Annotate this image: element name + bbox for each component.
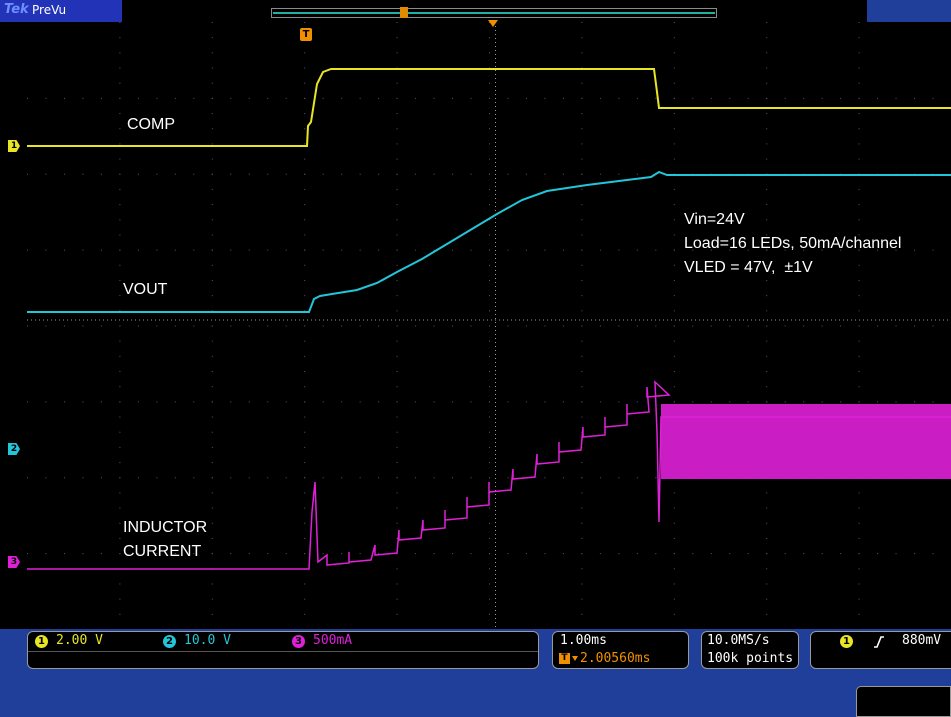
vertical-scale-panel[interactable]: 1 2.00 V 2 10.0 V 3 500mA: [27, 631, 539, 669]
top-right-area: [867, 0, 951, 22]
ch3-scale[interactable]: 500mA: [313, 633, 353, 648]
acquisition-panel[interactable]: 10.0MS/s 100k points: [701, 631, 799, 669]
record-view-strip: [122, 0, 867, 22]
channel-marker-rail: 1 2 3: [0, 22, 27, 629]
horizontal-timebase-panel[interactable]: 1.00ms T 2.00560ms: [552, 631, 689, 669]
horizontal-delay[interactable]: 2.00560ms: [580, 651, 651, 666]
timebase-scale[interactable]: 1.00ms: [560, 633, 607, 648]
ch3-ground-marker-icon[interactable]: 3: [8, 556, 20, 568]
bottom-readout-bar: 1 2.00 V 2 10.0 V 3 500mA 1.00ms T 2.005…: [0, 629, 951, 717]
ch1-scale[interactable]: 2.00 V: [56, 633, 103, 648]
record-position-bar[interactable]: [271, 7, 717, 18]
inductor-current-label: INDUCTOR CURRENT: [123, 519, 208, 560]
delay-arrow-icon: [572, 656, 578, 661]
record-track: [273, 12, 715, 14]
expansion-point-icon[interactable]: [488, 20, 498, 27]
ch3-badge[interactable]: 3: [292, 635, 305, 648]
comp-label: COMP: [127, 116, 175, 133]
ch2-badge[interactable]: 2: [163, 635, 176, 648]
ch2-ground-marker-icon[interactable]: 2: [8, 443, 20, 455]
annotation-vled: VLED = 47V, ±1V: [684, 259, 813, 276]
record-length[interactable]: 100k points: [707, 651, 794, 666]
comp-trace: [27, 68, 951, 147]
ch1-badge[interactable]: 1: [35, 635, 48, 648]
waveform-display: COMP VOUT INDUCTOR CURRENT Vin=24V Load=…: [27, 20, 951, 629]
brand-area: Tek PreVu: [0, 0, 122, 22]
acquisition-state: PreVu: [32, 3, 67, 17]
brand-logo: Tek: [4, 2, 29, 17]
sample-rate[interactable]: 10.0MS/s: [707, 633, 770, 648]
rising-edge-icon[interactable]: [873, 636, 885, 648]
trigger-panel[interactable]: 1 880mV: [810, 631, 951, 669]
vout-trace: [27, 170, 951, 313]
ch1-ground-marker-icon[interactable]: 1: [8, 140, 20, 152]
ch2-scale[interactable]: 10.0 V: [184, 633, 231, 648]
trigger-position-icon: [400, 7, 408, 18]
panel-divider: [28, 651, 538, 652]
trigger-source-badge[interactable]: 1: [840, 635, 853, 648]
trigger-level[interactable]: 880mV: [902, 633, 942, 648]
annotation-load: Load=16 LEDs, 50mA/channel: [684, 235, 902, 252]
vout-label: VOUT: [123, 281, 168, 298]
trigger-marker-icon[interactable]: T: [300, 28, 312, 41]
trigger-position-icon: T: [559, 653, 570, 664]
inductor-ripple-band: [661, 404, 951, 479]
annotation-vin: Vin=24V: [684, 211, 745, 228]
inductor-current-trace: [27, 380, 951, 570]
menu-box[interactable]: [856, 686, 951, 717]
waveform-graticule: [27, 22, 951, 627]
